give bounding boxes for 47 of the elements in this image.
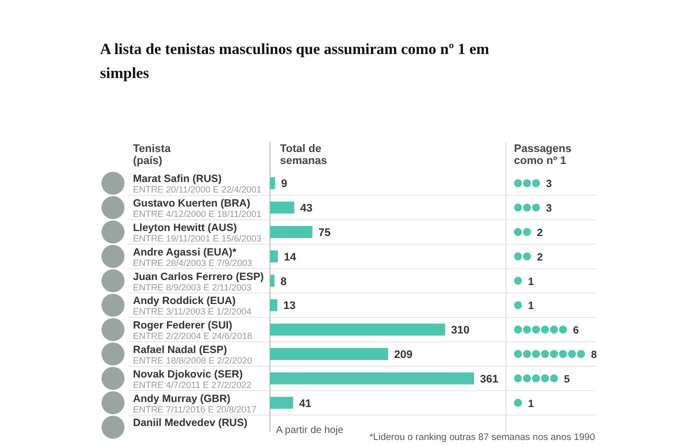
bar — [270, 226, 312, 238]
bar — [270, 202, 294, 214]
y-tick-label: Rafael Nadal (ESP) ENTRE 18/8/2008 E 2/2/2020 — [133, 344, 252, 366]
data-label: 2 — [537, 227, 543, 239]
y-tick-label: Andy Murray (GBR) ENTRE 7/11/2016 E 20/8/2017 — [133, 392, 256, 414]
bar — [270, 177, 276, 190]
bar — [270, 348, 388, 360]
y-tick-label: Daniil Medvedev (RUS) — [133, 417, 248, 430]
y-tick-label: Andre Agassi (EUA)* ENTRE 28/4/2003 E 7/9/2003 — [133, 246, 252, 268]
data-label: 361 — [480, 373, 498, 386]
annotation: *Liderou o ranking outras 87 semanas nos anos 1990 — [369, 432, 595, 443]
data-label: 14 — [284, 251, 298, 264]
bar — [270, 324, 446, 336]
y-tick-label: Roger Federer (SUI) ENTRE 2/2/2004 E 24/6/2018 — [133, 320, 252, 342]
data-label: 13 — [283, 300, 296, 312]
y-tick-label: Juan Carlos Ferrero (ESP) ENTRE 8/9/2003 E 2/11/2003 — [133, 270, 264, 292]
data-label: 1 — [528, 276, 534, 288]
data-label: 8 — [591, 349, 597, 361]
y-tick-label: Andy Roddick (EUA) ENTRE 3/11/2003 E 1/2/2004 — [133, 295, 252, 317]
data-label: 209 — [394, 349, 412, 361]
annotation: A partir de hoje — [276, 425, 344, 436]
data-label: 5 — [564, 373, 570, 386]
data-label: 6 — [573, 324, 579, 337]
bar — [270, 396, 294, 409]
data-label: 8 — [280, 276, 287, 288]
data-label: 75 — [318, 227, 331, 239]
x-axis-title: Total de semanas — [280, 143, 328, 167]
data-label: 9 — [281, 178, 288, 190]
data-label: 41 — [299, 398, 312, 410]
text: Passagens como nº 1 — [514, 143, 572, 167]
data-label: 2 — [537, 251, 543, 264]
y-tick-label: Gustavo Kuerten (BRA) ENTRE 4/12/2000 E 18/11/2001 — [133, 198, 262, 220]
data-label: 1 — [528, 300, 534, 312]
y-tick-label: Marat Safin (RUS) ENTRE 20/11/2000 E 22/4/2001 — [133, 173, 262, 195]
data-label: 1 — [528, 398, 534, 410]
data-label: 3 — [546, 178, 552, 190]
data-label: 3 — [546, 202, 552, 215]
y-axis-title: Tenista (país) — [133, 143, 172, 167]
y-tick-label: Lleyton Hewitt (AUS) ENTRE 19/11/2001 E 15/6/2003 — [133, 222, 262, 244]
y-tick-label: Novak Djokovic (SER) ENTRE 4/7/2011 E 27/2/2022 — [133, 368, 252, 390]
data-label: 310 — [451, 324, 470, 337]
bar — [270, 372, 474, 384]
bar — [270, 250, 278, 262]
bar — [270, 274, 275, 287]
chart-title: A lista de tenistas masculinos que assumiram como nº 1 em simples — [100, 41, 490, 82]
data-label: 43 — [300, 202, 313, 215]
bar — [270, 299, 278, 312]
